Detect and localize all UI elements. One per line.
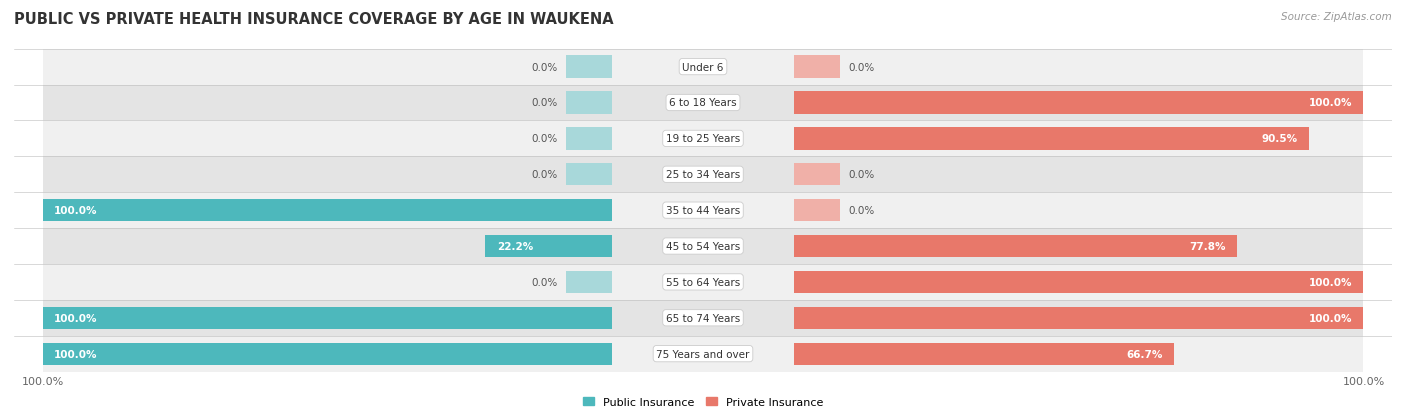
Bar: [42, 193, 1364, 228]
Text: 35 to 44 Years: 35 to 44 Years: [666, 206, 740, 216]
Text: 19 to 25 Years: 19 to 25 Years: [666, 134, 740, 144]
Bar: [42, 228, 1364, 264]
Bar: [42, 85, 1364, 121]
Bar: [42, 199, 612, 222]
Text: 100.0%: 100.0%: [1309, 98, 1353, 108]
Text: 90.5%: 90.5%: [1261, 134, 1298, 144]
Text: 0.0%: 0.0%: [531, 98, 558, 108]
Bar: [794, 164, 839, 186]
Bar: [42, 343, 612, 365]
Bar: [794, 128, 1309, 150]
Bar: [794, 92, 1364, 114]
Text: 0.0%: 0.0%: [531, 277, 558, 287]
Bar: [794, 235, 1237, 258]
Text: 0.0%: 0.0%: [531, 134, 558, 144]
Bar: [567, 56, 612, 78]
Text: 77.8%: 77.8%: [1189, 242, 1226, 252]
Bar: [42, 300, 1364, 336]
Text: 0.0%: 0.0%: [848, 62, 875, 72]
Bar: [794, 307, 1364, 329]
Text: Under 6: Under 6: [682, 62, 724, 72]
Bar: [567, 271, 612, 293]
Text: 100.0%: 100.0%: [1309, 277, 1353, 287]
Text: 0.0%: 0.0%: [531, 170, 558, 180]
Text: 75 Years and over: 75 Years and over: [657, 349, 749, 359]
Text: 6 to 18 Years: 6 to 18 Years: [669, 98, 737, 108]
Text: 100.0%: 100.0%: [53, 349, 97, 359]
Text: 100.0%: 100.0%: [1309, 313, 1353, 323]
Text: 100.0%: 100.0%: [53, 206, 97, 216]
Bar: [485, 235, 612, 258]
Text: 0.0%: 0.0%: [848, 170, 875, 180]
Text: PUBLIC VS PRIVATE HEALTH INSURANCE COVERAGE BY AGE IN WAUKENA: PUBLIC VS PRIVATE HEALTH INSURANCE COVER…: [14, 12, 613, 27]
Bar: [42, 336, 1364, 372]
Text: 66.7%: 66.7%: [1126, 349, 1163, 359]
Bar: [794, 199, 839, 222]
Bar: [42, 121, 1364, 157]
Bar: [794, 56, 839, 78]
Text: 100.0%: 100.0%: [53, 313, 97, 323]
Text: 55 to 64 Years: 55 to 64 Years: [666, 277, 740, 287]
Bar: [567, 164, 612, 186]
Text: 0.0%: 0.0%: [848, 206, 875, 216]
Text: 65 to 74 Years: 65 to 74 Years: [666, 313, 740, 323]
Text: 22.2%: 22.2%: [496, 242, 533, 252]
Bar: [42, 264, 1364, 300]
Bar: [42, 157, 1364, 193]
Text: Source: ZipAtlas.com: Source: ZipAtlas.com: [1281, 12, 1392, 22]
Bar: [567, 92, 612, 114]
Bar: [42, 50, 1364, 85]
Bar: [567, 128, 612, 150]
Bar: [794, 343, 1174, 365]
Text: 45 to 54 Years: 45 to 54 Years: [666, 242, 740, 252]
Bar: [794, 271, 1364, 293]
Text: 25 to 34 Years: 25 to 34 Years: [666, 170, 740, 180]
Legend: Public Insurance, Private Insurance: Public Insurance, Private Insurance: [579, 392, 827, 411]
Bar: [42, 307, 612, 329]
Text: 0.0%: 0.0%: [531, 62, 558, 72]
